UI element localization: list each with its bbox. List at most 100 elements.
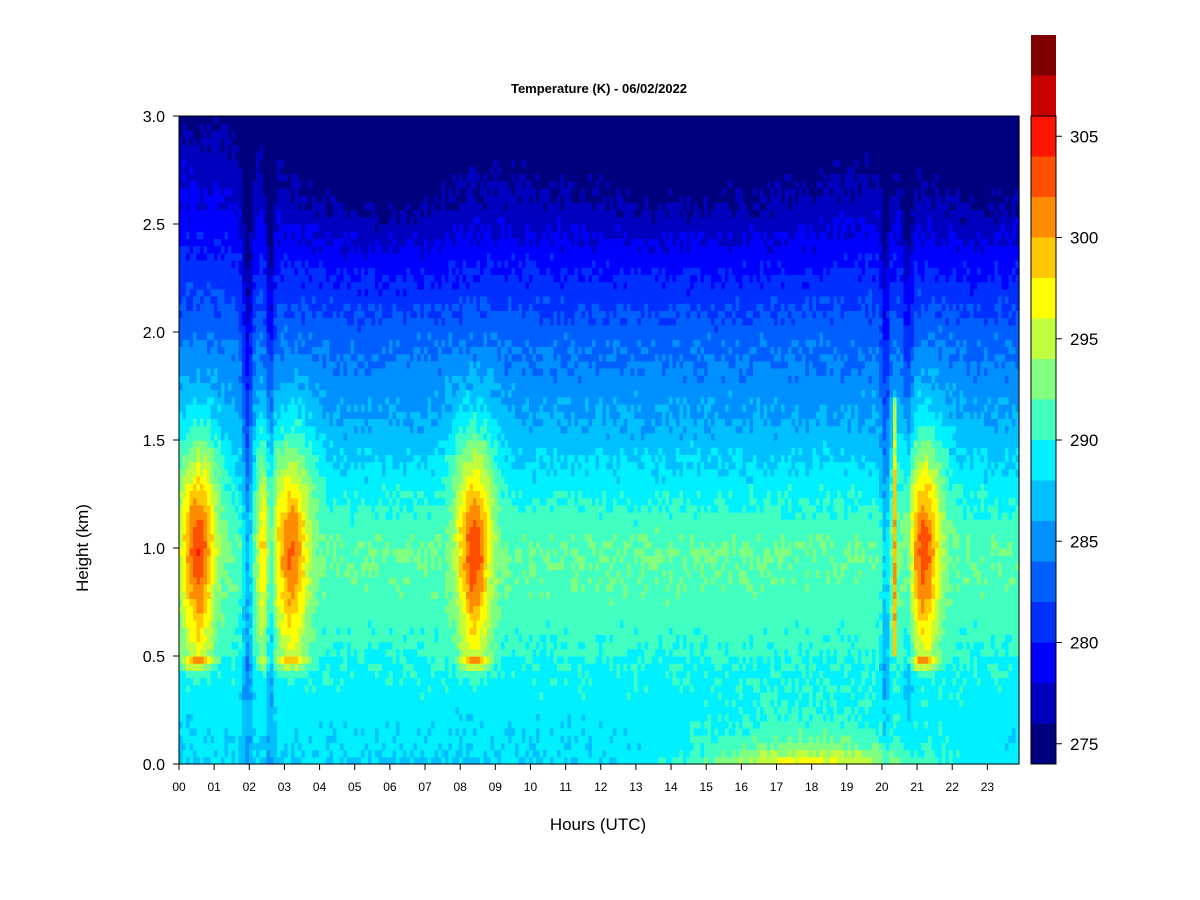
heatmap-cell — [273, 540, 278, 549]
heatmap-cell — [266, 404, 271, 412]
heatmap-cell — [312, 440, 317, 448]
heatmap-cell — [249, 576, 254, 585]
heatmap-cell — [301, 260, 306, 268]
heatmap-cell — [291, 706, 296, 715]
heatmap-cell — [322, 483, 327, 491]
heatmap-cell — [291, 173, 296, 182]
heatmap-cell — [315, 598, 320, 607]
heatmap-cell — [256, 346, 261, 355]
heatmap-cell — [273, 555, 278, 563]
heatmap-cell — [322, 195, 327, 203]
heatmap-cell — [287, 238, 292, 247]
heatmap-cell — [263, 245, 268, 254]
heatmap-cell — [294, 396, 299, 405]
heatmap-cell — [210, 512, 215, 520]
heatmap-cell — [326, 159, 331, 167]
heatmap-cell — [364, 490, 369, 499]
heatmap-cell — [340, 353, 345, 362]
heatmap-cell — [210, 152, 215, 160]
heatmap-cell — [210, 634, 215, 643]
heatmap-cell — [340, 555, 345, 563]
heatmap-cell — [364, 512, 369, 520]
heatmap-cell — [368, 483, 373, 491]
heatmap-cell — [280, 735, 285, 743]
heatmap-cell — [256, 648, 261, 657]
heatmap-cell — [361, 404, 366, 412]
heatmap-cell — [189, 548, 194, 556]
heatmap-cell — [270, 274, 275, 283]
heatmap-cell — [368, 648, 373, 657]
heatmap-cell — [252, 173, 257, 182]
heatmap-cell — [224, 216, 229, 225]
heatmap-cell — [200, 195, 205, 203]
heatmap-cell — [361, 663, 366, 671]
heatmap-cell — [186, 202, 191, 211]
heatmap-cell — [343, 512, 348, 520]
heatmap-cell — [361, 749, 366, 758]
heatmap-cell — [235, 260, 240, 268]
heatmap-cell — [256, 317, 261, 326]
heatmap-cell — [252, 504, 257, 513]
heatmap-cell — [364, 483, 369, 491]
heatmap-cell — [245, 166, 250, 175]
heatmap-cell — [263, 612, 268, 621]
heatmap-cell — [238, 281, 243, 290]
heatmap-cell — [284, 159, 289, 167]
heatmap-cell — [287, 562, 292, 571]
heatmap-cell — [256, 728, 261, 736]
heatmap-cell — [242, 512, 247, 520]
heatmap-cell — [245, 339, 250, 347]
heatmap-cell — [182, 288, 187, 297]
heatmap-cell — [266, 620, 271, 628]
heatmap-cell — [224, 195, 229, 203]
heatmap-cell — [217, 440, 222, 448]
heatmap-cell — [245, 116, 250, 124]
heatmap-cell — [235, 562, 240, 571]
heatmap-cell — [329, 159, 334, 167]
heatmap-cell — [221, 382, 226, 391]
heatmap-cell — [266, 368, 271, 376]
heatmap-cell — [238, 627, 243, 635]
heatmap-cell — [203, 332, 208, 340]
heatmap-cell — [259, 684, 264, 693]
heatmap-cell — [280, 627, 285, 635]
heatmap-cell — [270, 591, 275, 599]
heatmap-cell — [305, 548, 310, 556]
heatmap-cell — [179, 353, 184, 362]
heatmap-cell — [336, 332, 341, 340]
heatmap-cell — [221, 598, 226, 607]
heatmap-cell — [245, 447, 250, 455]
heatmap-cell — [343, 411, 348, 419]
heatmap-cell — [179, 375, 184, 383]
heatmap-cell — [364, 692, 369, 700]
heatmap-cell — [315, 303, 320, 311]
heatmap-cell — [228, 684, 233, 693]
heatmap-cell — [326, 454, 331, 463]
heatmap-cell — [259, 130, 264, 139]
heatmap-cell — [207, 634, 212, 643]
heatmap-cell — [301, 562, 306, 571]
heatmap-cell — [340, 548, 345, 556]
heatmap-cell — [329, 454, 334, 463]
heatmap-cell — [291, 332, 296, 340]
heatmap-cell — [340, 670, 345, 679]
heatmap-cell — [221, 497, 226, 506]
heatmap-cell — [354, 620, 359, 628]
heatmap-cell — [266, 670, 271, 679]
heatmap-cell — [193, 605, 198, 614]
heatmap-cell — [235, 418, 240, 427]
heatmap-cell — [210, 591, 215, 599]
heatmap-cell — [252, 123, 257, 131]
heatmap-cell — [252, 159, 257, 167]
heatmap-cell — [203, 706, 208, 715]
heatmap-cell — [210, 425, 215, 434]
heatmap-cell — [224, 274, 229, 283]
heatmap-cell — [294, 368, 299, 376]
heatmap-cell — [336, 504, 341, 513]
heatmap-cell — [207, 411, 212, 419]
heatmap-cell — [329, 692, 334, 700]
heatmap-cell — [336, 735, 341, 743]
heatmap-cell — [315, 742, 320, 751]
heatmap-cell — [228, 188, 233, 196]
heatmap-cell — [319, 598, 324, 607]
